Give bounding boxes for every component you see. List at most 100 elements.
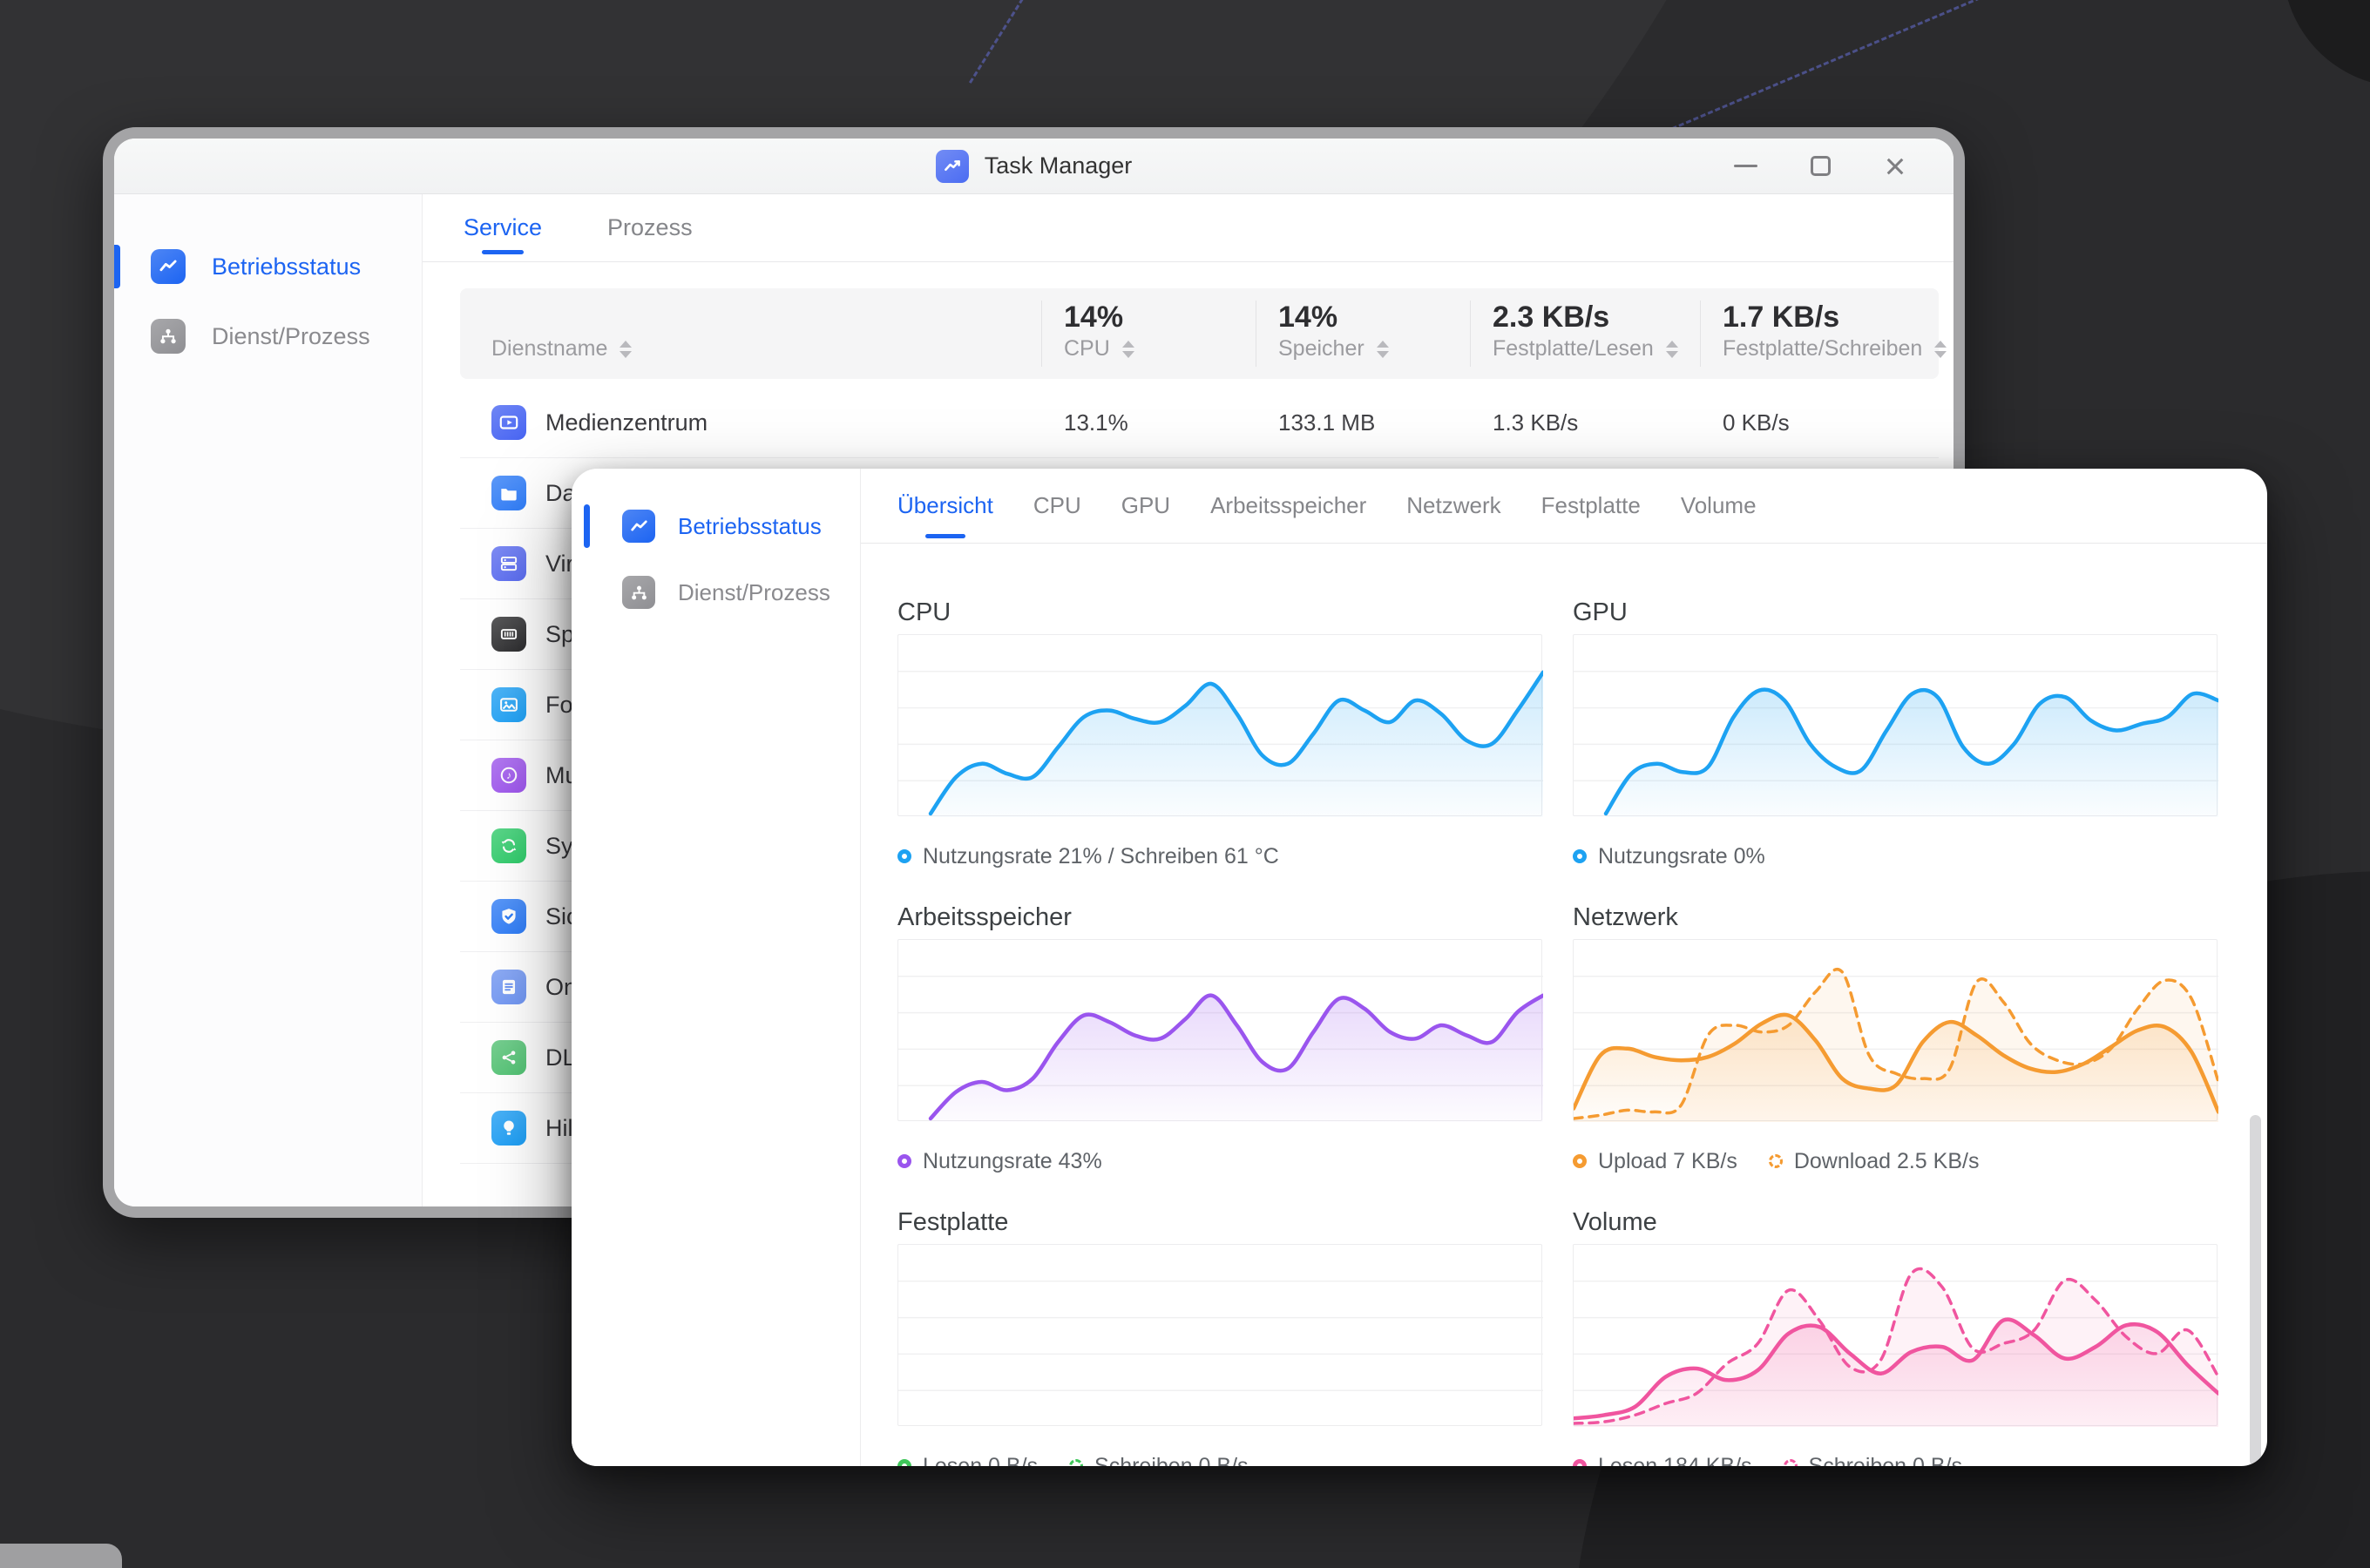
chart-section-cpu: CPU Nutzungsrate 21% / Schreiben 61 °C	[897, 598, 1543, 871]
sort-icon[interactable]	[1934, 340, 1947, 358]
metric-value: 1.3 KB/s	[1493, 409, 1579, 436]
metric-value: 13.1%	[1064, 409, 1128, 436]
chart-title: Arbeitsspeicher	[897, 903, 1072, 931]
legend-label: Lesen 0 B/s	[923, 1453, 1039, 1467]
background-window-edge	[0, 1544, 122, 1568]
chart-plot-area	[1573, 1244, 2218, 1427]
legend-item: Schreiben 0 B/s	[1069, 1454, 1249, 1466]
legend-label: Nutzungsrate 21% / Schreiben 61 °C	[923, 843, 1279, 868]
help-icon	[491, 1111, 526, 1146]
process-tree-icon	[151, 319, 186, 354]
legend-item: Schreiben 0 B/s	[1783, 1454, 1962, 1466]
titlebar[interactable]: Task Manager ×	[114, 139, 1954, 194]
media-center-icon	[491, 405, 526, 440]
metric-value: 133.1 MB	[1278, 409, 1376, 436]
tab-netzwerk[interactable]: Netzwerk	[1406, 469, 1500, 543]
column-header-festplatte-schreiben[interactable]: 1.7 KB/s Festplatte/Schreiben	[1700, 288, 1947, 379]
tab-ubersicht[interactable]: Übersicht	[897, 469, 993, 543]
sort-icon[interactable]	[620, 340, 633, 358]
sidebar-item-label: Dienst/Prozess	[678, 578, 830, 605]
tab-bar: Service Prozess	[423, 194, 1954, 262]
legend-marker-solid	[1573, 1459, 1587, 1466]
column-header-dienstname[interactable]: Dienstname	[460, 288, 1041, 379]
sidebar: Betriebsstatus Dienst/Prozess	[572, 469, 861, 1466]
active-indicator	[584, 504, 590, 548]
scrollbar-thumb[interactable]	[2250, 1115, 2261, 1466]
chart-title: CPU	[897, 598, 951, 626]
legend-marker-solid	[897, 849, 911, 863]
legend-item: Nutzungsrate 0%	[1573, 844, 1765, 869]
column-label: CPU	[1064, 336, 1256, 379]
sidebar-item-betriebsstatus[interactable]: Betriebsstatus	[114, 240, 422, 294]
chart-canvas-arbeitsspeicher	[898, 976, 1543, 1122]
column-header-cpu[interactable]: 14% CPU	[1041, 288, 1256, 379]
minimize-button[interactable]	[1730, 152, 1760, 181]
chart-section-netzwerk: Netzwerk Upload 7 KB/s Download 2.5 KB/s	[1573, 903, 2218, 1176]
close-button[interactable]: ×	[1884, 145, 1906, 186]
legend-item: Upload 7 KB/s	[1573, 1149, 1737, 1174]
chart-grid: CPU Nutzungsrate 21% / Schreiben 61 °C GPU…	[861, 544, 2267, 1466]
chart-section-volume: Volume Lesen 184 KB/s Schreiben 0 B/s	[1573, 1208, 2218, 1466]
legend-item: Lesen 184 KB/s	[1573, 1454, 1752, 1466]
sidebar: Betriebsstatus Dienst/Prozess	[114, 194, 423, 1206]
legend-label: Upload 7 KB/s	[1598, 1148, 1737, 1173]
tab-bar: Übersicht CPU GPU Arbeitsspeicher Netzwerk Fe…	[861, 469, 2267, 544]
chart-plot-area	[1573, 634, 2218, 817]
chart-legend: Lesen 0 B/s Schreiben 0 B/s	[897, 1451, 1542, 1466]
sidebar-item-betriebsstatus[interactable]: Betriebsstatus	[572, 499, 860, 553]
column-total: 14%	[1064, 301, 1124, 334]
chart-legend: Nutzungsrate 21% / Schreiben 61 °C	[897, 841, 1542, 871]
title-group: Task Manager	[935, 149, 1132, 183]
chart-canvas-festplatte	[898, 1281, 1543, 1391]
chart-plot-area	[1573, 939, 2218, 1122]
memory-icon	[491, 617, 526, 652]
column-header-speicher[interactable]: 14% Speicher	[1256, 288, 1470, 379]
chart-section-arbeitsspeicher: Arbeitsspeicher Nutzungsrate 43%	[897, 903, 1543, 1176]
legend-marker-solid	[897, 1154, 911, 1168]
tab-gpu[interactable]: GPU	[1121, 469, 1170, 543]
column-label: Festplatte/Schreiben	[1723, 336, 1947, 379]
sidebar-item-dienst-prozess[interactable]: Dienst/Prozess	[572, 565, 860, 619]
tab-festplatte[interactable]: Festplatte	[1541, 469, 1641, 543]
sidebar-item-label: Dienst/Prozess	[212, 322, 370, 349]
sort-icon[interactable]	[1665, 340, 1678, 358]
legend-label: Nutzungsrate 43%	[923, 1148, 1102, 1173]
content-area: Übersicht CPU GPU Arbeitsspeicher Netzwerk Fe…	[861, 469, 2267, 1466]
document-icon	[491, 970, 526, 1004]
tab-prozess[interactable]: Prozess	[607, 194, 693, 261]
chart-section-gpu: GPU Nutzungsrate 0%	[1573, 598, 2218, 871]
column-total: 14%	[1278, 301, 1338, 334]
series-line-nutzungsrate	[1603, 687, 2218, 816]
minimize-icon	[1733, 165, 1757, 167]
table-row-medienzentrum[interactable]: Medienzentrum 13.1% 133.1 MB 1.3 KB/s 0 KB/s	[460, 388, 1939, 458]
sort-icon[interactable]	[1121, 340, 1134, 358]
tab-arbeitsspeicher[interactable]: Arbeitsspeicher	[1210, 469, 1366, 543]
series-area-nutzungsrate	[931, 995, 1543, 1122]
chart-canvas-gpu	[1574, 671, 2218, 817]
legend-marker-dashed	[1069, 1459, 1084, 1466]
legend-marker-dashed	[1768, 1154, 1783, 1168]
legend-item: Lesen 0 B/s	[897, 1453, 1039, 1467]
chart-plot-area	[897, 634, 1543, 817]
column-label: Speicher	[1278, 336, 1470, 379]
chart-title: Netzwerk	[1573, 903, 1678, 931]
sidebar-item-dienst-prozess[interactable]: Dienst/Prozess	[114, 309, 422, 363]
series-area-nutzungsrate	[1606, 689, 2218, 817]
column-total: 1.7 KB/s	[1723, 301, 1840, 334]
music-icon: ♪	[491, 758, 526, 793]
tab-service[interactable]: Service	[464, 194, 542, 261]
chart-legend: Upload 7 KB/s Download 2.5 KB/s	[1573, 1146, 2218, 1176]
background-dashed-line	[1635, 0, 1981, 145]
series-line-schreiben	[1574, 1267, 2218, 1425]
column-header-festplatte-lesen[interactable]: 2.3 KB/s Festplatte/Lesen	[1470, 288, 1700, 379]
background-circle-corner	[2283, 0, 2370, 87]
tab-cpu[interactable]: CPU	[1033, 469, 1081, 543]
legend-label: Download 2.5 KB/s	[1793, 1148, 1980, 1173]
tab-volume[interactable]: Volume	[1681, 469, 1757, 543]
sort-icon[interactable]	[1376, 340, 1389, 358]
maximize-button[interactable]	[1805, 152, 1835, 181]
service-name-cell: ♪ Musi	[460, 740, 1041, 810]
shield-icon	[491, 899, 526, 934]
photos-icon	[491, 687, 526, 722]
